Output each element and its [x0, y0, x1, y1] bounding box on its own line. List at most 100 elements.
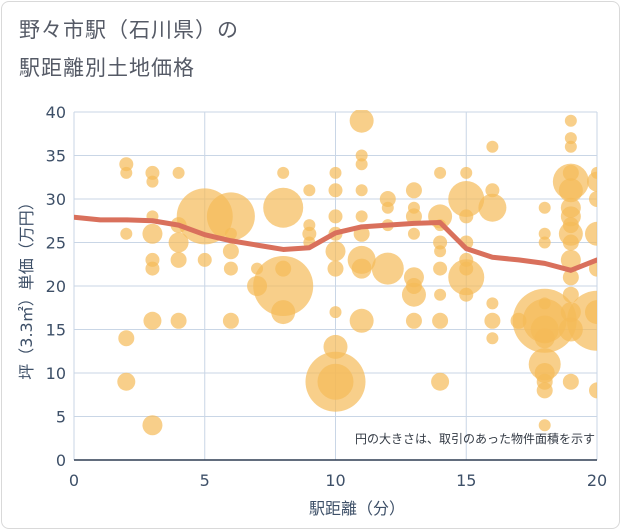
- bubble-5: [145, 165, 160, 180]
- bubble-10: [145, 261, 160, 276]
- bubble-23: [223, 261, 238, 276]
- y-tick-label-2: 10: [46, 364, 66, 383]
- bubble-37: [328, 183, 343, 198]
- bubble-series: [117, 110, 597, 436]
- bubble-41: [327, 260, 344, 277]
- bubble-74: [432, 312, 449, 329]
- bubble-6: [146, 175, 159, 188]
- bubble-85: [485, 183, 500, 198]
- bubble-38: [328, 209, 343, 224]
- y-tick-label-0: 0: [56, 451, 66, 470]
- bubble-124: [585, 221, 597, 246]
- bubble-86: [478, 193, 507, 222]
- bubble-61: [405, 208, 422, 225]
- bubble-22: [222, 243, 239, 260]
- bubble-117: [562, 286, 579, 303]
- bubble-0: [119, 157, 134, 172]
- bubble-66: [405, 312, 422, 329]
- bubble-76: [460, 166, 473, 179]
- bubble-28: [263, 187, 304, 228]
- bubble-56: [381, 201, 394, 214]
- y-axis-label: 坪（3.3㎡）単価（万円）: [17, 194, 36, 379]
- x-axis-label: 駅距離（分）: [309, 499, 405, 518]
- bubble-21: [224, 227, 237, 240]
- bubble-128: [589, 382, 597, 399]
- bubble-71: [434, 245, 447, 258]
- bubble-48: [355, 158, 368, 171]
- x-tick-label-1: 5: [200, 471, 210, 490]
- chart-title-line1: 野々市駅（石川県）の: [19, 18, 239, 42]
- bubble-17: [170, 312, 187, 329]
- bubble-54: [349, 308, 374, 333]
- bubble-55: [379, 191, 396, 207]
- bubble-92: [538, 227, 551, 240]
- bubble-13: [172, 166, 185, 179]
- bubble-104: [564, 114, 577, 127]
- bubble-58: [371, 252, 404, 285]
- axis-ticks: 0 5 10 15 20 0 5 10 15 20 25 30 35 40: [46, 103, 608, 490]
- bubble-73: [434, 288, 447, 301]
- bubble-15: [168, 232, 189, 253]
- bubble-75: [431, 372, 450, 391]
- y-tick-label-1: 5: [56, 408, 66, 427]
- bubble-24: [222, 312, 239, 329]
- bubble-59: [405, 182, 422, 199]
- x-tick-label-2: 10: [325, 471, 345, 490]
- bubble-84: [486, 140, 499, 153]
- bubble-123: [589, 191, 597, 207]
- bubble-105: [564, 132, 577, 145]
- bubble-20: [206, 192, 255, 241]
- bubble-122: [587, 171, 597, 192]
- bubble-31: [271, 300, 296, 325]
- bubble-45: [317, 363, 354, 400]
- y-tick-label-4: 20: [46, 277, 66, 296]
- bubble-91: [538, 201, 551, 214]
- x-tick-label-3: 15: [456, 471, 476, 490]
- bubble-114: [562, 234, 579, 251]
- y-tick-label-6: 30: [46, 190, 66, 209]
- bubble-83: [459, 287, 474, 302]
- bubble-116: [562, 269, 579, 286]
- bubble-120: [562, 373, 579, 390]
- bubble-1: [120, 166, 133, 179]
- y-tick-label-8: 40: [46, 103, 66, 122]
- y-tick-label-5: 25: [46, 234, 66, 253]
- bubble-16: [170, 251, 187, 268]
- chart-title-line2: 駅距離別土地価格: [19, 56, 195, 80]
- bubble-72: [433, 261, 448, 276]
- bubble-34: [302, 226, 317, 241]
- bubble-106: [564, 140, 577, 153]
- bubble-62: [407, 227, 420, 240]
- bubble-4: [117, 372, 136, 391]
- bubble-77: [448, 181, 485, 217]
- x-tick-label-4: 20: [587, 471, 607, 490]
- bubble-93: [538, 236, 551, 249]
- bubble-19: [197, 252, 212, 267]
- bubble-32: [303, 184, 316, 197]
- bubble-3: [118, 330, 135, 347]
- bubble-40: [325, 241, 346, 262]
- bubble-115: [560, 249, 581, 270]
- trend-line: [74, 214, 597, 273]
- bubble-103: [538, 419, 551, 432]
- bubble-127: [567, 290, 597, 351]
- bubble-12: [142, 415, 163, 436]
- bubble-87: [486, 297, 499, 310]
- bubble-65: [401, 282, 426, 307]
- chart-note: 円の大きさは、取引のあった物件面積を示す: [355, 431, 595, 446]
- bubble-109: [558, 178, 583, 203]
- bubble-11: [143, 311, 162, 330]
- bubble-53: [351, 258, 372, 279]
- bubble-82: [448, 259, 485, 296]
- bubble-49: [355, 184, 368, 197]
- bubble-2: [120, 227, 133, 240]
- x-tick-label-0: 0: [69, 471, 79, 490]
- bubble-42: [329, 306, 342, 319]
- bubble-36: [329, 166, 342, 179]
- bubble-46: [349, 110, 374, 133]
- bubble-98: [534, 328, 555, 349]
- y-tick-label-3: 15: [46, 321, 66, 340]
- bubble-102: [536, 382, 553, 399]
